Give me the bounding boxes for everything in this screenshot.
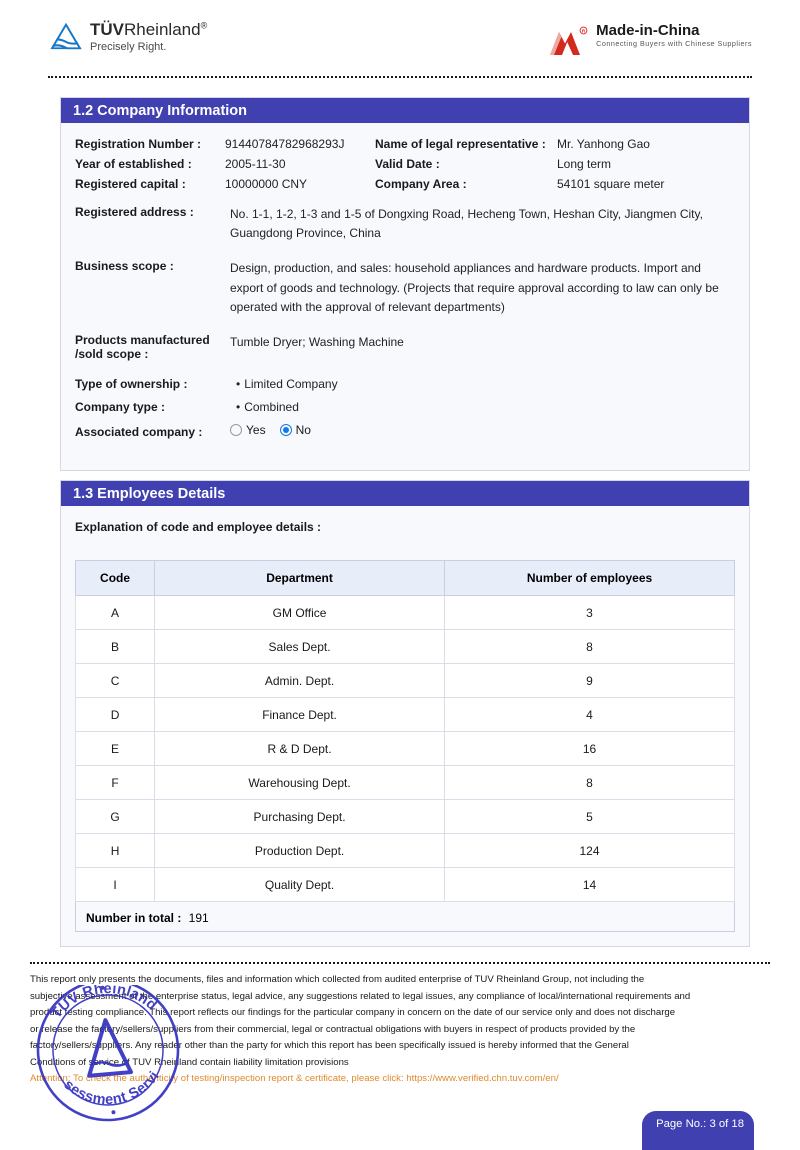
svg-text:R: R: [582, 29, 586, 34]
svg-text:TÜV Rheinland: TÜV Rheinland: [46, 985, 160, 1023]
